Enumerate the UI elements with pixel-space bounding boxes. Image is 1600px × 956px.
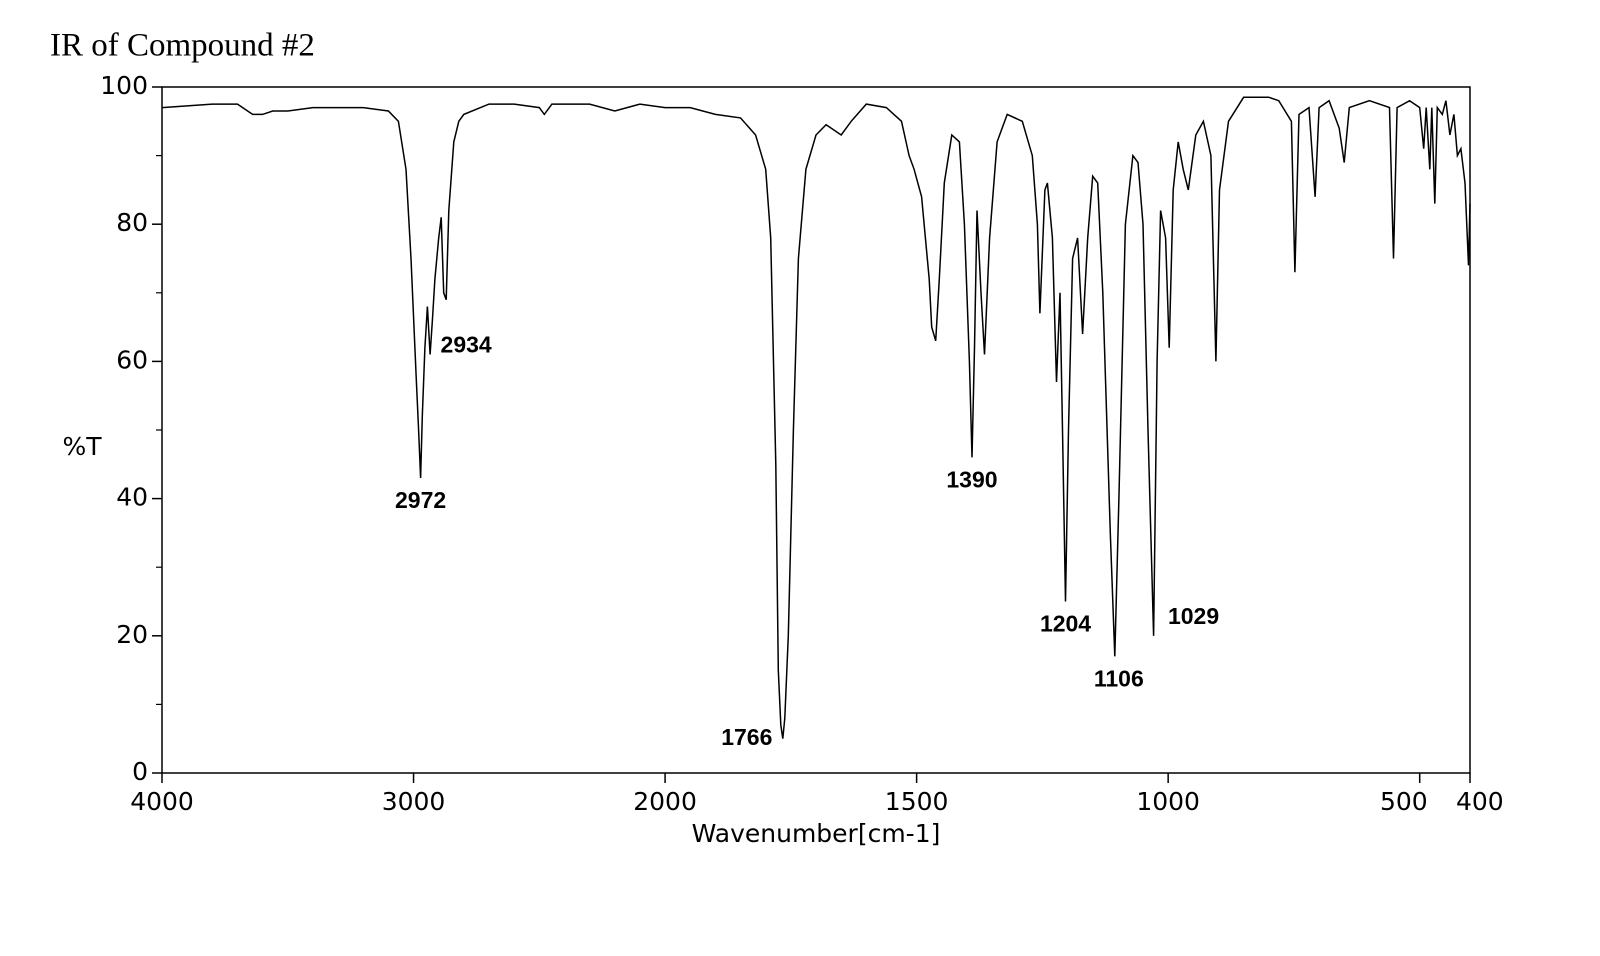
- spectrum-line: [161, 96, 1471, 739]
- peak-label: 1204: [1040, 611, 1091, 637]
- x-tick-label: 1500: [885, 787, 949, 816]
- x-tick-label: 3000: [382, 787, 446, 816]
- x-tick-label: 2000: [633, 787, 697, 816]
- x-axis-label: Wavenumber[cm-1]: [692, 819, 941, 848]
- y-tick-label: 40: [116, 483, 148, 512]
- y-axis-label: %T: [62, 432, 102, 461]
- x-tick-label: 400: [1456, 787, 1504, 816]
- peak-label: 1029: [1168, 603, 1219, 629]
- chart-title: IR of Compound #2: [50, 28, 315, 64]
- y-tick-label: 20: [116, 620, 148, 649]
- plot-frame: [161, 86, 1471, 774]
- y-tick-label: 0: [132, 757, 148, 786]
- peak-label: 2972: [395, 487, 446, 513]
- peak-label: 2934: [441, 332, 492, 358]
- peak-label: 1766: [721, 724, 772, 750]
- peak-label: 1106: [1094, 665, 1144, 691]
- x-tick-label: 4000: [130, 787, 194, 816]
- y-tick-label: 80: [116, 208, 148, 237]
- x-tick-label: 1000: [1136, 787, 1200, 816]
- y-tick-label: 60: [116, 345, 148, 374]
- y-tick-label: 100: [100, 71, 148, 100]
- peak-label: 1390: [946, 467, 997, 493]
- x-tick-label: 500: [1380, 787, 1428, 816]
